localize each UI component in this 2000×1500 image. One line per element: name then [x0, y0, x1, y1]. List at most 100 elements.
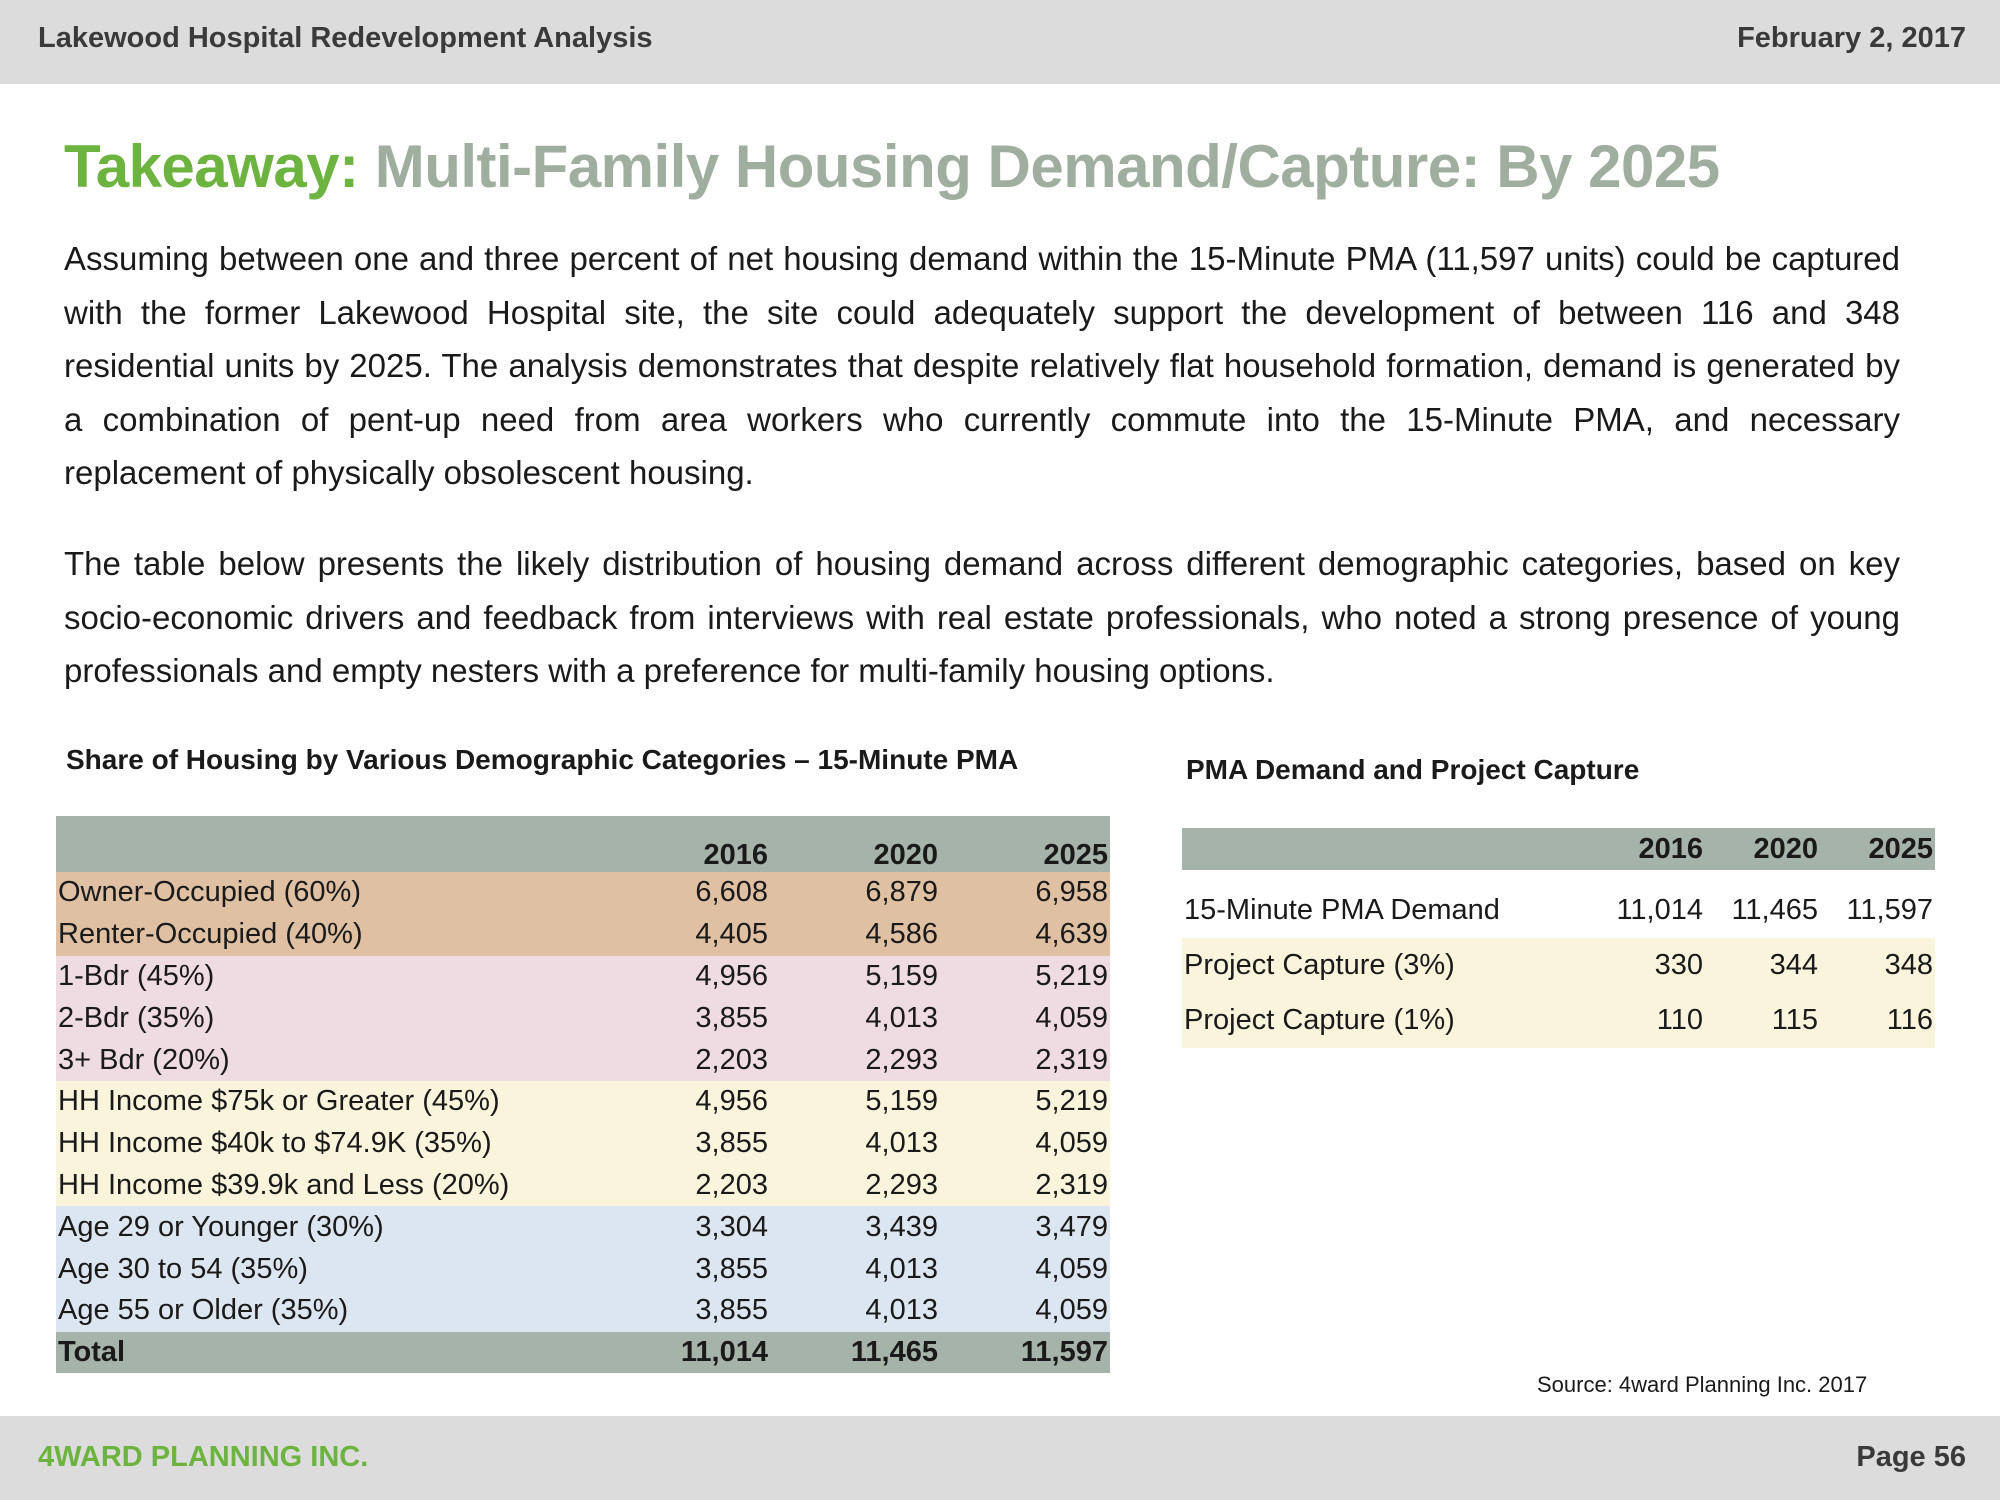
row-label: HH Income $39.9k and Less (20%)	[56, 1164, 600, 1207]
row-label: Project Capture (1%)	[1182, 993, 1590, 1048]
table-row: 2-Bdr (35%) 3,855 4,013 4,059	[56, 997, 1110, 1040]
row-value: 11,014	[1616, 894, 1703, 926]
table-row: 15-Minute PMA Demand 11,014 11,465 11,597	[1182, 883, 1935, 938]
header-blank	[56, 816, 600, 872]
row-label: Project Capture (3%)	[1182, 938, 1590, 993]
row-value: 3,855	[600, 1289, 770, 1332]
row-value: 348	[1820, 938, 1935, 993]
paragraph-1: Assuming between one and three percent o…	[64, 240, 1900, 491]
row-label: HH Income $40k to $74.9K (35%)	[56, 1122, 600, 1165]
paragraph-2: The table below presents the likely dist…	[64, 545, 1900, 689]
table1-caption: Share of Housing by Various Demographic …	[66, 744, 1019, 775]
row-value: 3,855	[600, 1248, 770, 1290]
table-row: Owner-Occupied (60%) 6,608 6,879 6,958	[56, 872, 1110, 914]
row-value: 5,159	[770, 1080, 940, 1123]
row-value: 344	[1705, 938, 1820, 993]
column-header: 2016	[600, 816, 770, 872]
row-value: 4,639	[940, 913, 1110, 956]
row-value: 4,013	[770, 1122, 940, 1165]
row-value: 2,293	[770, 1164, 940, 1207]
row-value: 4,059	[940, 1122, 1110, 1165]
row-value: 115	[1705, 993, 1820, 1048]
row-value: 3,855	[600, 1122, 770, 1165]
table-row: 1-Bdr (45%) 4,956 5,159 5,219	[56, 955, 1110, 998]
total-value: 11,597	[940, 1331, 1110, 1373]
row-value: 4,405	[600, 913, 770, 956]
total-value: 11,014	[600, 1331, 770, 1373]
table-row: HH Income $40k to $74.9K (35%) 3,855 4,013…	[56, 1122, 1110, 1165]
page-title: Takeaway: Multi-Family Housing Demand/Ca…	[64, 132, 1720, 201]
company-name: 4WARD PLANNING INC.	[38, 1441, 369, 1473]
row-label: 15-Minute PMA Demand	[1184, 894, 1500, 926]
row-value: 330	[1590, 938, 1705, 993]
table-row: HH Income $75k or Greater (45%) 4,956 5,15…	[56, 1080, 1110, 1123]
title-text: Multi-Family Housing Demand/Capture: By …	[374, 133, 1720, 200]
row-value: 2,203	[600, 1039, 770, 1081]
header-blank	[1182, 828, 1590, 870]
header-bar: Lakewood Hospital Redevelopment Analysis…	[0, 0, 2000, 84]
table-row: Age 55 or Older (35%) 3,855 4,013 4,059	[56, 1289, 1110, 1332]
column-header: 2020	[770, 816, 940, 872]
row-label: 2-Bdr (35%)	[56, 997, 600, 1040]
row-value: 4,956	[600, 955, 770, 998]
pma-demand-capture-table: 2016 2020 2025 15-Minute PMA Demand 11,014 11…	[1182, 828, 1935, 1048]
row-label: Age 29 or Younger (30%)	[56, 1206, 600, 1249]
table-row: Renter-Occupied (40%) 4,405 4,586 4,639	[56, 913, 1110, 956]
document-date: February 2, 2017	[1737, 22, 1966, 54]
row-label: 3+ Bdr (20%)	[56, 1039, 600, 1081]
column-header: 2025	[940, 816, 1110, 872]
table-row: Age 30 to 54 (35%) 3,855 4,013 4,059	[56, 1248, 1110, 1290]
row-value: 116	[1820, 993, 1935, 1048]
total-value: 11,465	[770, 1331, 940, 1373]
row-value: 4,059	[940, 997, 1110, 1040]
row-value: 4,956	[600, 1080, 770, 1123]
row-value: 3,479	[940, 1206, 1110, 1249]
column-header: 2025	[1820, 828, 1935, 870]
total-row: Total 11,014 11,465 11,597	[56, 1331, 1110, 1373]
row-value: 5,159	[770, 955, 940, 998]
row-label: Renter-Occupied (40%)	[56, 913, 600, 956]
table-row: HH Income $39.9k and Less (20%) 2,203 2,29…	[56, 1164, 1110, 1207]
document-title: Lakewood Hospital Redevelopment Analysis	[38, 22, 653, 54]
row-value: 110	[1590, 993, 1705, 1048]
row-value: 5,219	[940, 955, 1110, 998]
row-value: 2,203	[600, 1164, 770, 1207]
row-value: 4,013	[770, 1289, 940, 1332]
row-label: Age 30 to 54 (35%)	[56, 1248, 600, 1290]
table-row: Project Capture (3%) 330 344 348	[1182, 938, 1935, 993]
total-label: Total	[56, 1331, 600, 1373]
row-value: 2,293	[770, 1039, 940, 1081]
row-value: 5,219	[940, 1080, 1110, 1123]
demographic-share-table: 2016 2020 2025 Owner-Occupied (60%) 6,608 6,8…	[56, 816, 1110, 1373]
row-value: 4,059	[940, 1289, 1110, 1332]
row-label: Owner-Occupied (60%)	[56, 872, 600, 914]
title-prefix: Takeaway:	[64, 133, 359, 200]
row-label: 1-Bdr (45%)	[56, 955, 600, 998]
row-value: 4,586	[770, 913, 940, 956]
row-value: 3,304	[600, 1206, 770, 1249]
column-header: 2016	[1590, 828, 1705, 870]
row-value: 6,879	[770, 872, 940, 914]
row-value: 11,465	[1731, 894, 1818, 926]
table-row: Age 29 or Younger (30%) 3,304 3,439 3,479	[56, 1206, 1110, 1249]
row-value: 6,608	[600, 872, 770, 914]
column-header: 2020	[1705, 828, 1820, 870]
table-row: Project Capture (1%) 110 115 116	[1182, 993, 1935, 1048]
table-header-row: 2016 2020 2025	[56, 816, 1110, 872]
row-value: 4,013	[770, 1248, 940, 1290]
table2-caption: PMA Demand and Project Capture	[1186, 754, 1640, 785]
row-value: 11,597	[1846, 894, 1933, 926]
table-header-row: 2016 2020 2025	[1182, 828, 1935, 870]
footer-bar: 4WARD PLANNING INC. Page 56	[0, 1416, 2000, 1500]
source-note: Source: 4ward Planning Inc. 2017	[1537, 1372, 1868, 1397]
row-value: 3,439	[770, 1206, 940, 1249]
row-value: 4,059	[940, 1248, 1110, 1290]
row-value: 3,855	[600, 997, 770, 1040]
page-number: Page 56	[1856, 1441, 1966, 1473]
row-value: 6,958	[940, 872, 1110, 914]
table-row: 3+ Bdr (20%) 2,203 2,293 2,319	[56, 1039, 1110, 1081]
row-value: 4,013	[770, 997, 940, 1040]
row-label: HH Income $75k or Greater (45%)	[56, 1080, 600, 1123]
row-value: 2,319	[940, 1164, 1110, 1207]
row-label: Age 55 or Older (35%)	[56, 1289, 600, 1332]
